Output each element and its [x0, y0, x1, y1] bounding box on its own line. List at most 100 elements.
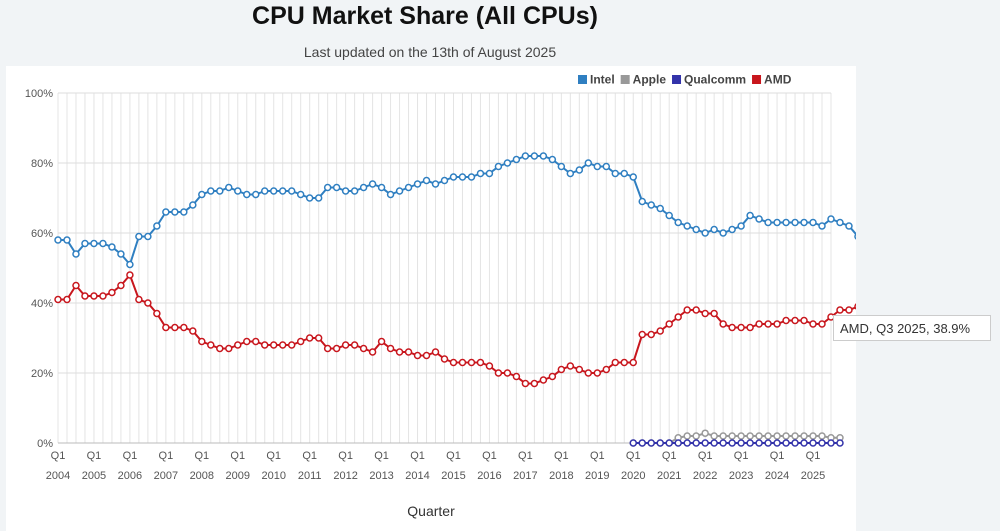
data-point[interactable] [737, 222, 745, 230]
data-point[interactable] [207, 187, 215, 195]
data-point[interactable] [575, 365, 584, 374]
data-point[interactable] [512, 372, 521, 381]
data-point[interactable] [674, 313, 682, 321]
data-point[interactable] [440, 355, 449, 363]
data-point[interactable] [683, 222, 691, 230]
data-point[interactable] [144, 232, 152, 241]
data-point[interactable] [467, 358, 476, 367]
data-point[interactable] [692, 306, 700, 314]
data-point[interactable] [692, 439, 700, 447]
data-point[interactable] [719, 320, 727, 328]
data-point[interactable] [656, 327, 664, 335]
data-point[interactable] [800, 316, 808, 325]
data-point[interactable] [440, 176, 449, 185]
data-point[interactable] [611, 169, 620, 178]
data-point[interactable] [764, 320, 772, 328]
data-point[interactable] [494, 369, 503, 377]
data-point[interactable] [503, 159, 512, 167]
data-point[interactable] [359, 183, 368, 192]
data-point[interactable] [512, 155, 521, 164]
data-point[interactable] [314, 194, 323, 202]
data-point[interactable] [350, 187, 359, 195]
data-point[interactable] [81, 239, 89, 248]
data-point[interactable] [629, 358, 638, 367]
data-point[interactable] [818, 320, 826, 328]
data-point[interactable] [764, 432, 772, 440]
data-point[interactable] [368, 180, 377, 188]
series-qualcomm[interactable] [629, 439, 844, 447]
data-point[interactable] [836, 218, 844, 227]
data-point[interactable] [602, 365, 611, 374]
data-point[interactable] [180, 323, 188, 332]
data-point[interactable] [629, 439, 638, 447]
data-point[interactable] [225, 183, 233, 192]
data-point[interactable] [728, 323, 736, 332]
data-point[interactable] [611, 358, 620, 367]
data-point[interactable] [710, 309, 718, 318]
data-point[interactable] [377, 183, 386, 192]
data-point[interactable] [422, 176, 431, 185]
data-point[interactable] [710, 225, 718, 234]
data-point[interactable] [800, 439, 808, 447]
data-point[interactable] [135, 232, 143, 241]
data-point[interactable] [332, 344, 341, 353]
data-point[interactable] [548, 372, 557, 381]
data-point[interactable] [701, 309, 709, 318]
data-point[interactable] [773, 439, 781, 447]
line-chart[interactable]: 0% 20% 40% 60% 80% 100% Q1 2004 Q1 2005 Q1 2006 Q1 20… [6, 66, 856, 531]
data-point[interactable] [782, 432, 790, 440]
data-point[interactable] [287, 187, 296, 195]
data-point[interactable] [296, 337, 305, 346]
data-point[interactable] [117, 250, 125, 258]
data-point[interactable] [782, 439, 790, 447]
data-point[interactable] [234, 341, 242, 349]
data-point[interactable] [63, 236, 71, 244]
data-point[interactable] [117, 281, 125, 290]
data-point[interactable] [791, 218, 799, 227]
data-point[interactable] [395, 348, 404, 356]
data-point[interactable] [171, 323, 179, 332]
data-point[interactable] [719, 229, 727, 237]
data-point[interactable] [692, 432, 700, 440]
data-point[interactable] [557, 365, 566, 374]
data-point[interactable] [386, 344, 395, 353]
data-point[interactable] [818, 432, 826, 440]
data-point[interactable] [180, 208, 188, 216]
data-point[interactable] [683, 306, 691, 314]
data-point[interactable] [584, 369, 593, 377]
data-point[interactable] [243, 190, 251, 199]
data-point[interactable] [665, 320, 673, 328]
data-point[interactable] [144, 299, 152, 307]
data-point[interactable] [413, 351, 422, 360]
data-point[interactable] [404, 183, 413, 192]
data-point[interactable] [323, 344, 332, 353]
data-point[interactable] [153, 309, 161, 318]
data-point[interactable] [332, 183, 341, 192]
data-point[interactable] [413, 180, 422, 188]
data-point[interactable] [305, 194, 314, 202]
data-point[interactable] [359, 344, 368, 353]
data-point[interactable] [728, 439, 736, 447]
data-point[interactable] [746, 323, 754, 332]
data-point[interactable] [485, 169, 494, 178]
legend-item-apple[interactable]: Apple [620, 73, 667, 87]
data-point[interactable] [584, 159, 593, 167]
data-point[interactable] [207, 341, 215, 349]
data-point[interactable] [216, 344, 224, 353]
data-point[interactable] [341, 187, 350, 195]
data-point[interactable] [521, 379, 530, 388]
data-point[interactable] [800, 218, 808, 227]
data-point[interactable] [368, 348, 377, 356]
data-point[interactable] [845, 222, 853, 230]
data-point[interactable] [557, 162, 566, 171]
data-point[interactable] [746, 432, 754, 440]
data-point[interactable] [683, 439, 691, 447]
data-point[interactable] [278, 341, 287, 349]
data-point[interactable] [620, 358, 629, 367]
data-point[interactable] [755, 432, 763, 440]
data-point[interactable] [737, 323, 745, 332]
data-point[interactable] [809, 218, 817, 227]
data-point[interactable] [386, 190, 395, 199]
data-point[interactable] [99, 292, 107, 300]
data-point[interactable] [305, 334, 314, 342]
